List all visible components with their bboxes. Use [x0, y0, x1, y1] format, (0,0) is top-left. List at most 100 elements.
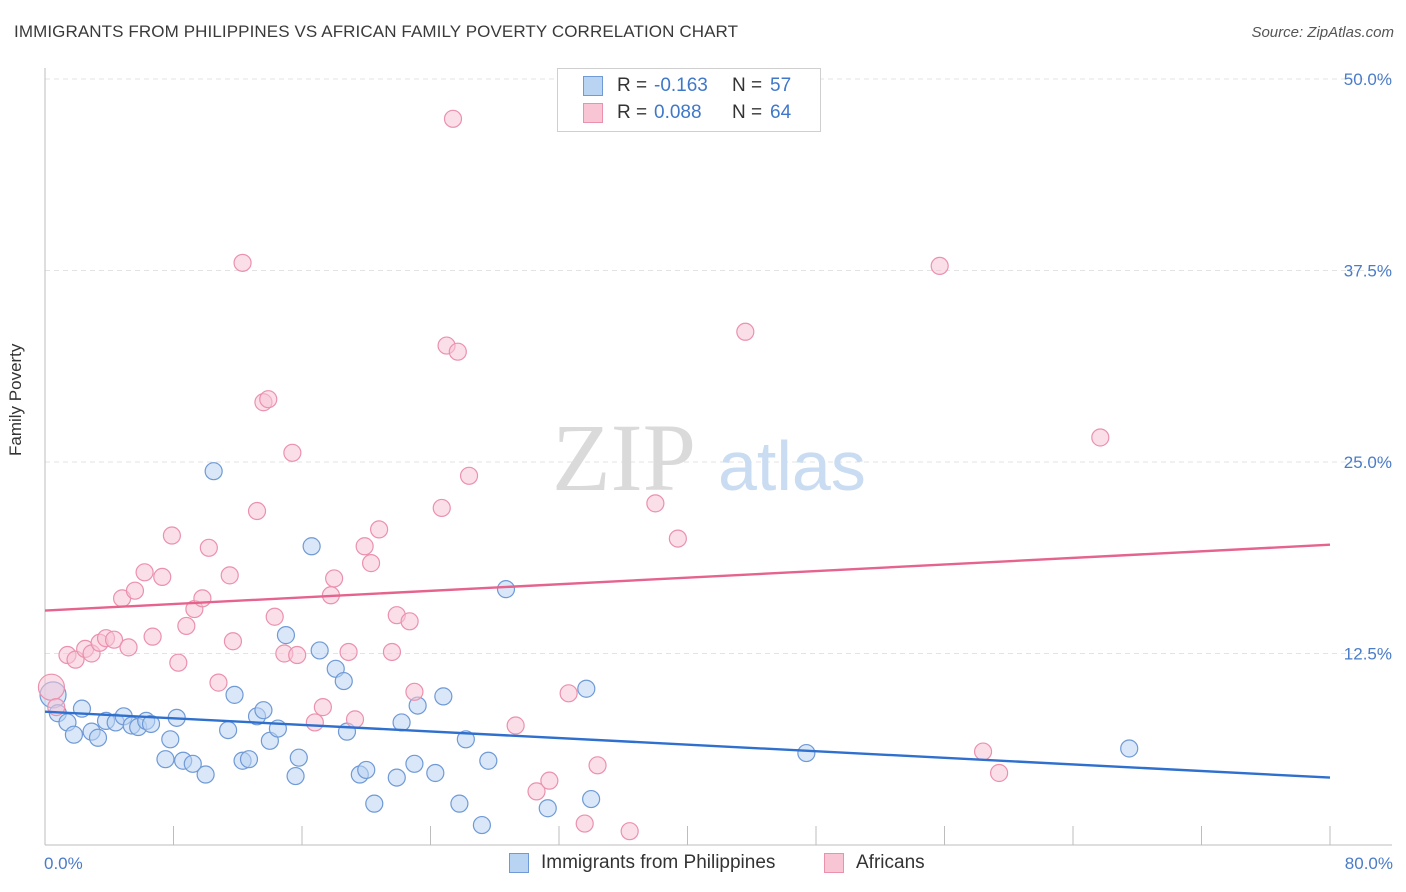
r-label: R =: [617, 102, 648, 123]
data-point-philippines: [183, 754, 202, 773]
source-credit: Source: ZipAtlas.com: [1251, 24, 1394, 41]
data-point-africans: [400, 612, 419, 631]
y-tick-label: 12.5%: [1344, 645, 1392, 664]
africans-swatch: [583, 103, 603, 123]
data-point-africans: [355, 537, 374, 556]
data-point-philippines: [310, 641, 329, 660]
data-point-africans: [193, 589, 212, 608]
watermark-zip: ZIP: [552, 404, 696, 511]
legend-item-philippines[interactable]: Immigrants from Philippines: [509, 852, 775, 874]
data-point-philippines: [538, 799, 557, 818]
data-point-africans: [119, 638, 138, 657]
data-point-africans: [104, 630, 124, 649]
data-point-africans: [588, 756, 607, 775]
y-tick-label: 37.5%: [1344, 262, 1392, 281]
data-point-africans: [382, 642, 402, 662]
r-value: 0.088: [654, 102, 702, 123]
data-point-philippines: [289, 748, 308, 767]
series-africans: [37, 109, 1110, 841]
data-point-philippines: [582, 789, 601, 809]
data-point-africans: [506, 716, 525, 735]
data-point-philippines: [450, 794, 469, 813]
data-point-africans: [527, 782, 546, 801]
data-point-philippines: [334, 671, 353, 691]
data-point-africans: [973, 742, 993, 761]
data-point-africans: [265, 607, 284, 626]
data-point-africans: [288, 645, 307, 665]
data-point-africans: [209, 673, 228, 692]
data-point-philippines: [1120, 739, 1139, 758]
data-point-philippines: [496, 580, 516, 599]
data-point-africans: [990, 763, 1009, 783]
data-point-africans: [135, 563, 154, 582]
data-point-philippines: [156, 750, 175, 769]
data-point-philippines: [392, 713, 411, 732]
data-point-africans: [559, 684, 578, 703]
axes: [44, 68, 1392, 846]
data-point-philippines: [141, 714, 161, 734]
data-point-africans: [432, 498, 451, 518]
philippines-swatch: [583, 76, 603, 96]
n-value: 64: [770, 102, 792, 123]
data-point-africans: [668, 529, 687, 548]
data-point-africans: [162, 526, 181, 545]
data-point-philippines: [387, 768, 406, 787]
data-point-africans: [199, 538, 218, 557]
data-point-philippines: [456, 730, 475, 749]
data-point-africans: [540, 771, 559, 790]
series-philippines: [39, 462, 1139, 835]
data-point-africans: [345, 710, 365, 729]
data-point-philippines: [472, 815, 491, 835]
data-point-africans: [325, 569, 344, 588]
legend-item-africans[interactable]: Africans: [824, 852, 925, 874]
data-point-africans: [177, 616, 196, 636]
data-point-africans: [259, 390, 278, 409]
data-point-africans: [620, 822, 639, 841]
trend-line-africans: [44, 543, 1331, 612]
data-point-africans: [220, 566, 239, 585]
data-point-philippines: [225, 685, 244, 704]
data-point-africans: [361, 554, 381, 573]
data-point-africans: [370, 520, 389, 539]
data-point-africans: [37, 673, 66, 701]
x-tick-label-max: 80.0%: [1345, 854, 1393, 873]
data-point-africans: [233, 253, 252, 272]
watermark-atlas: atlas: [718, 427, 866, 505]
data-point-philippines: [302, 537, 321, 556]
data-point-africans: [247, 501, 267, 521]
data-point-africans: [575, 814, 594, 833]
data-point-africans: [736, 322, 755, 341]
data-point-africans: [143, 627, 162, 646]
data-point-africans: [153, 567, 172, 587]
data-point-africans: [646, 494, 665, 513]
data-point-philippines: [204, 462, 223, 481]
data-point-philippines: [196, 765, 215, 784]
tick-labels: 12.5% 25.0% 37.5% 50.0% 0.0% 80.0%: [44, 70, 1393, 873]
data-point-africans: [443, 109, 463, 128]
data-point-philippines: [357, 760, 376, 780]
data-point-africans: [448, 342, 467, 361]
data-point-africans: [313, 698, 332, 717]
trend-line-philippines: [44, 710, 1331, 779]
data-point-africans: [223, 632, 243, 651]
data-point-philippines: [365, 794, 384, 813]
points-layer: [37, 109, 1139, 841]
data-point-africans: [339, 642, 358, 662]
data-point-africans: [930, 256, 949, 276]
data-point-philippines: [64, 725, 84, 744]
data-point-africans: [125, 581, 145, 600]
africans-legend-swatch: [824, 853, 844, 873]
watermark: ZIP atlas: [552, 404, 866, 511]
data-point-philippines: [405, 754, 424, 773]
data-point-africans: [169, 653, 188, 672]
data-point-philippines: [88, 728, 108, 747]
series-legend: Immigrants from Philippines Africans: [0, 852, 1406, 878]
r-value: -0.163: [654, 75, 708, 96]
data-point-africans: [1091, 428, 1110, 447]
data-point-philippines: [219, 720, 238, 740]
r-label: R =: [617, 75, 648, 96]
data-point-philippines: [479, 751, 498, 770]
data-point-africans: [305, 713, 324, 732]
data-point-philippines: [254, 701, 273, 720]
chart-title: IMMIGRANTS FROM PHILIPPINES VS AFRICAN F…: [14, 22, 739, 41]
